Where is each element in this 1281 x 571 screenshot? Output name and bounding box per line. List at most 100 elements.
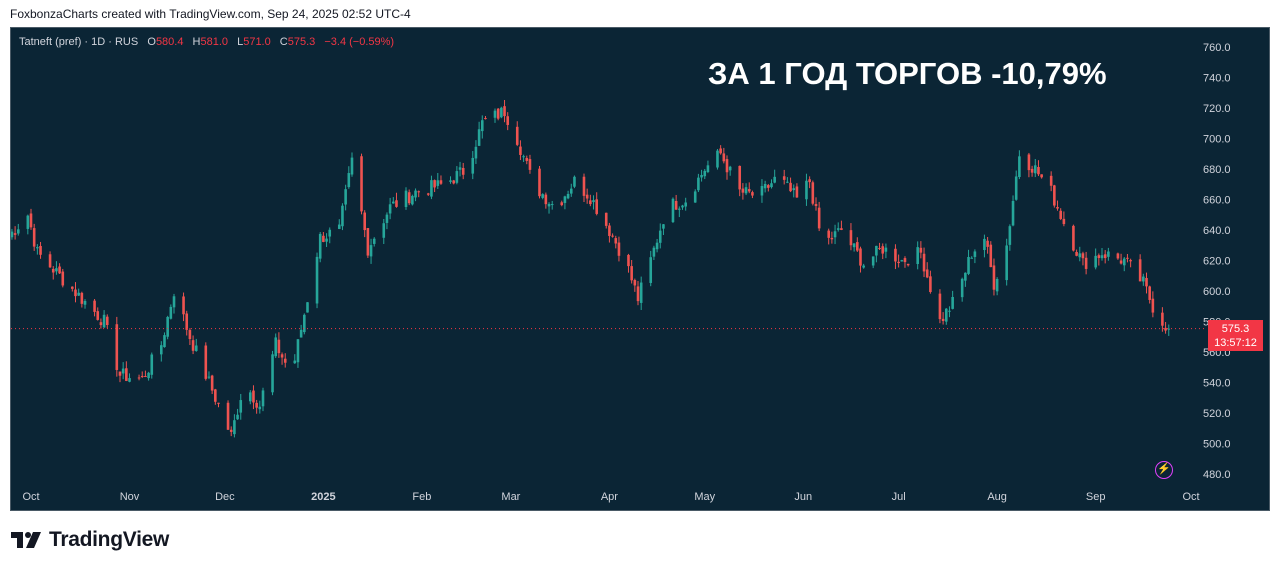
candle-body [741, 188, 745, 193]
candle-body [582, 176, 586, 196]
candle-body [125, 368, 128, 381]
candle-body [728, 166, 732, 171]
y-tick-label: 720.0 [1203, 103, 1231, 115]
candle-body [563, 196, 567, 203]
candle-body [674, 200, 678, 210]
candle-body [436, 180, 440, 186]
candle-body [283, 358, 287, 363]
candle-body [773, 176, 776, 183]
candle-body [496, 108, 500, 119]
candle-body [296, 339, 300, 363]
candle-body [1014, 176, 1018, 200]
candle-body [452, 180, 455, 184]
candle-body [611, 235, 614, 237]
candle-body [261, 390, 265, 407]
candle-body [938, 293, 942, 320]
candle-body [1030, 168, 1034, 173]
candle-body [900, 260, 904, 262]
candle-body [172, 296, 176, 308]
candle-body [1018, 156, 1021, 178]
candle-body [655, 242, 659, 250]
candle-body [1059, 210, 1062, 219]
candle-body [881, 246, 885, 254]
candle-body [1148, 286, 1151, 300]
candle-body [271, 354, 274, 393]
x-tick-label: Aug [987, 491, 1007, 503]
candle-body [859, 248, 862, 266]
candle-body [407, 192, 411, 204]
lightning-icon[interactable]: ⚡ [1155, 461, 1173, 479]
candle-body [738, 165, 742, 190]
candle-body [1081, 253, 1085, 259]
candle-body [747, 189, 751, 192]
candle-body [767, 185, 770, 188]
candle-body [906, 263, 910, 266]
candle-body [833, 231, 837, 238]
candle-body [360, 156, 363, 212]
candle-body [1037, 166, 1040, 175]
candle-body [363, 212, 366, 231]
candle-body [697, 177, 700, 191]
candle-body [105, 316, 109, 326]
y-tick-label: 540.0 [1203, 378, 1231, 390]
candle-body [350, 157, 354, 175]
candle-body [433, 180, 436, 188]
candle-body [493, 110, 497, 118]
symbol-label[interactable]: Tatneft (pref) · 1D · RUS [19, 36, 139, 48]
candle-body [1027, 154, 1031, 171]
x-tick-label: 2025 [311, 491, 335, 503]
candle-body [147, 372, 150, 379]
open-value: 580.4 [155, 36, 184, 48]
candle-body [372, 238, 376, 244]
candle-body [786, 181, 789, 183]
candle-body [188, 330, 192, 340]
candle-body [121, 368, 125, 374]
candle-body [1053, 185, 1056, 206]
candle-body [150, 354, 154, 375]
candle-body [678, 208, 681, 210]
candle-body [1107, 251, 1110, 257]
candle-body [344, 189, 347, 205]
y-tick-label: 520.0 [1203, 408, 1231, 420]
candle-body [430, 180, 433, 197]
candle-body [852, 243, 856, 248]
candle-body [808, 179, 811, 183]
candle-body [503, 106, 506, 117]
candle-body [960, 278, 964, 298]
candle-body [706, 165, 710, 172]
candle-body [700, 175, 703, 178]
candle-body [217, 402, 220, 404]
candle-body [1103, 254, 1107, 259]
close-label: C [279, 36, 288, 48]
high-label: H [192, 36, 201, 48]
candle-body [840, 228, 843, 230]
y-tick-label: 620.0 [1203, 256, 1231, 268]
candle-body [455, 171, 459, 183]
low-value: 571.0 [243, 36, 271, 48]
change-value: −3.4 (−0.59%) [324, 36, 395, 48]
candle-body [71, 286, 74, 289]
candle-body [592, 200, 595, 203]
candle-body [318, 233, 322, 259]
candle-body [719, 148, 722, 154]
candle-body [39, 245, 42, 255]
last-price-tag: 575.3 13:57:12 [1208, 320, 1263, 351]
candle-body [144, 375, 147, 377]
candle-body [1049, 175, 1053, 186]
candle-body [1040, 174, 1043, 178]
candle-body [751, 192, 754, 196]
candle-body [258, 406, 262, 410]
candle-body [417, 191, 421, 193]
candle-body [805, 180, 808, 200]
candle-body [29, 213, 33, 228]
price-chart[interactable]: 760.0 740.0 720.0 700.0 680.0 660.0 640.0 620.0… [11, 28, 1269, 510]
candle-body [385, 214, 389, 223]
candle-body [789, 182, 792, 192]
y-tick-label: 760.0 [1203, 42, 1231, 54]
candle-body [925, 269, 929, 278]
low-label: L [237, 36, 244, 48]
chart-panel[interactable]: 760.0 740.0 720.0 700.0 680.0 660.0 640.0 620.0… [10, 27, 1270, 511]
candle-body [96, 311, 100, 320]
candle-body [1078, 253, 1082, 258]
candle-body [1033, 165, 1037, 174]
